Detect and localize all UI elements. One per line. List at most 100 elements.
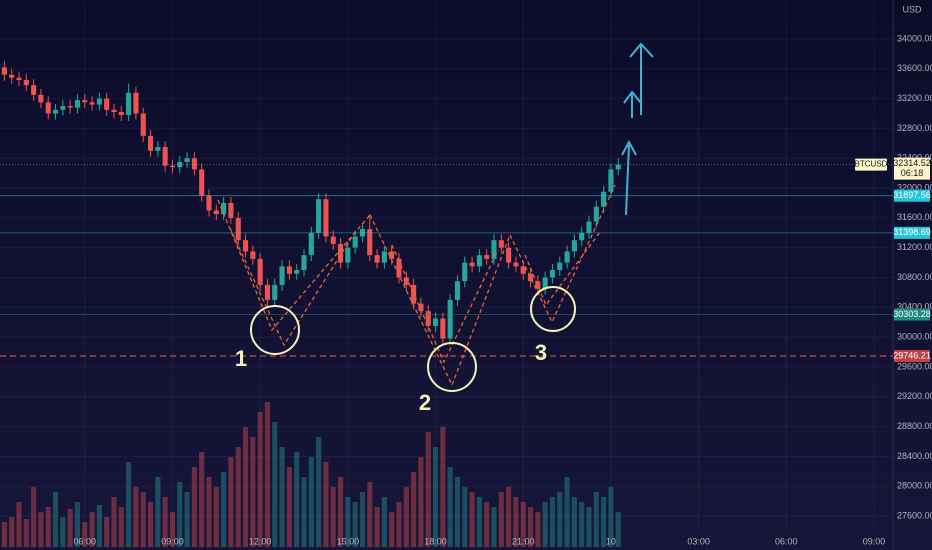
volume-bar [432,447,439,547]
volume-bar [89,512,95,547]
volume-bar [155,477,161,547]
candle-body [169,165,176,168]
candle-body [89,102,95,105]
axis-labels: 27600.00 28000.00 28400.00 28800.00 29200.00… [74,33,932,546]
circle [250,305,300,355]
candle-body [242,240,249,252]
zigzag [509,184,616,324]
price-label: 31398.69 [893,227,931,237]
volume-bar [527,507,534,547]
candle-body [469,262,475,267]
candle-body [411,284,417,304]
y-tick-label: 30000.00 [897,331,932,341]
candle-body [601,191,607,207]
candle-body [16,77,22,80]
circle [530,286,576,332]
candle-body [155,147,161,151]
candle-body [1,67,7,75]
candle-body [140,113,146,136]
arrows [621,42,654,216]
y-tick-label: 28800.00 [897,421,932,431]
candle-body [286,266,292,274]
candle-body [206,195,212,211]
volume-bar [506,487,512,547]
candle-body [104,98,110,110]
volume-bar [352,502,358,547]
candle-body [418,303,424,312]
zigzag [391,244,499,364]
candle-body [425,311,431,326]
volume-bar [242,427,249,547]
volume-bar [593,492,599,547]
candle-body [506,247,512,263]
candle-body [396,258,402,278]
zigzag [369,214,511,387]
volume-bar [337,477,344,547]
candle-body [542,277,548,289]
candle-body [133,92,139,114]
volume-bar [418,457,424,547]
x-tick-label: 09:00 [863,536,886,546]
arrow-head [629,42,654,58]
candle-body [498,240,504,248]
x-tick-label: 06:00 [74,536,97,546]
candle-body [31,85,37,95]
candle-body [23,79,29,86]
candle-body [301,255,307,271]
candle-body [608,169,614,192]
candle-body [177,161,183,168]
volume-bar [564,477,570,547]
volume-bar [126,462,132,547]
candle-body [579,232,585,241]
volume-bar [411,472,417,547]
candle-body [264,284,271,300]
volume-bar [118,507,124,547]
y-tick-label: 31200.00 [897,242,932,252]
volume-bar [520,502,526,547]
volume-bar [498,492,504,547]
circle [427,342,477,392]
volume-bar [579,502,585,547]
zigzag [229,227,356,347]
volume-bar [440,427,446,547]
volume-bar [425,432,431,547]
candle-body [535,281,541,289]
candle-body [367,229,373,256]
y-tick-label: 33600.00 [897,63,932,73]
volume-bar [264,402,271,547]
volume-bar [279,447,285,547]
countdown-label: 06:18 [901,168,924,178]
volume-bar [206,477,212,547]
symbol-label: BTCUSD [855,160,888,169]
price-lines [0,164,893,357]
volume-bar [257,412,263,547]
candle-body [513,262,519,267]
candle-body [432,318,439,326]
candle-body [440,318,446,339]
volume-bar [301,477,307,547]
annotation: 2 [419,390,431,415]
candle-body [586,221,592,233]
y-tick-label: 29600.00 [897,361,932,371]
volume-bar [147,502,154,547]
x-tick-label: 18:00 [424,536,447,546]
zigzag [524,231,601,307]
arrow-head [623,90,642,104]
volume-bar [381,497,387,547]
volume-bar [571,497,577,547]
volume-bar [45,507,51,547]
candle-body [462,262,468,282]
volume-bar [272,422,278,547]
candle-body [272,284,278,300]
last-price-box [894,157,930,180]
candle-body [96,98,102,105]
volume-bar [542,502,548,547]
x-tick-label: 12:00 [249,536,272,546]
candle-body [82,100,88,103]
volume-bar [23,519,29,547]
volume-bar [96,505,102,547]
price-label-box [894,226,930,239]
y-tick-label: 27600.00 [897,510,932,520]
volume-bar [111,497,117,547]
candle-body [308,232,314,256]
